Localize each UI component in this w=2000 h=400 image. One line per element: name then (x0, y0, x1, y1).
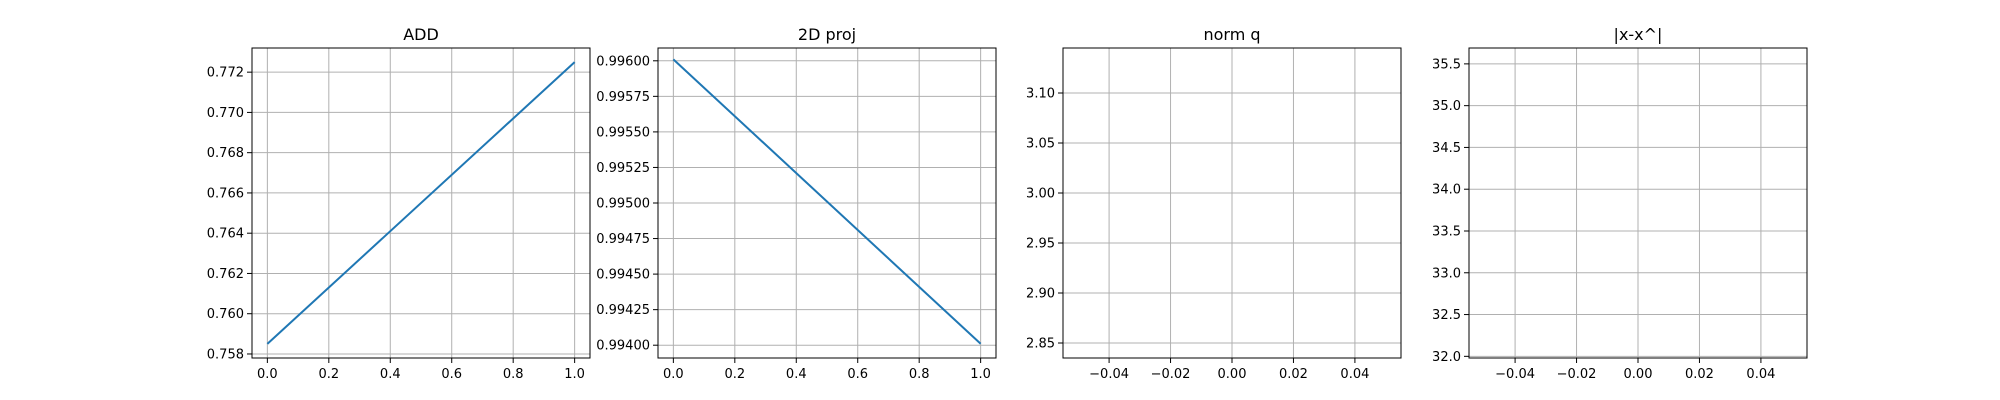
chart-title: 2D proj (798, 25, 856, 44)
x-tick-label: 0.02 (1279, 367, 1308, 382)
y-tick-label: 0.764 (207, 227, 244, 242)
chart-panel-1: 0.0 0.2 0.4 0.6 0.8 1.0 0.758 0.760 0.762 0.764 0.… (207, 25, 591, 382)
x-tick-label: 1.0 (970, 367, 991, 382)
chart-title: norm q (1203, 25, 1260, 44)
y-tick-label: 33.5 (1432, 224, 1461, 239)
x-tick-label: 0.8 (503, 367, 524, 382)
x-tick-label: 0.8 (909, 367, 930, 382)
x-tick-label: −0.04 (1089, 367, 1129, 382)
y-tick-label: 0.99575 (596, 90, 650, 105)
y-tick-label: 0.99475 (596, 232, 650, 247)
y-tick-label: 0.99400 (596, 339, 650, 354)
y-tick-label: 3.05 (1026, 137, 1055, 152)
x-tick-label: 0.6 (441, 367, 462, 382)
chart-title: |x-x^| (1614, 25, 1663, 44)
x-tick-label: 0.0 (257, 367, 278, 382)
y-tick-label: 0.762 (207, 267, 244, 282)
y-tick-label: 0.772 (207, 66, 244, 81)
y-tick-label: 3.00 (1026, 187, 1055, 202)
x-tick-label: 0.6 (847, 367, 868, 382)
y-tick-label: 0.99500 (596, 197, 650, 212)
chart-panel-3: −0.04 −0.02 0.00 0.02 0.04 2.85 2.90 2.95 3.00 3.… (1026, 25, 1402, 382)
y-tick-label: 34.5 (1432, 141, 1461, 156)
x-tick-label: 0.02 (1685, 367, 1714, 382)
y-tick-label: 0.768 (207, 146, 244, 161)
axes-frame (251, 47, 591, 359)
x-tick-label: 0.00 (1624, 367, 1653, 382)
x-tick-label: 0.04 (1746, 367, 1775, 382)
y-tick-label: 35.0 (1432, 99, 1461, 114)
y-tick-label: 0.770 (207, 106, 244, 121)
y-tick-label: 32.5 (1432, 308, 1461, 323)
series-line-1 (266, 61, 576, 345)
x-tick-label: 0.4 (380, 367, 401, 382)
y-tick-label: 32.0 (1432, 350, 1461, 365)
x-tick-label: 0.4 (786, 367, 807, 382)
chart-title: ADD (403, 25, 439, 44)
x-tick-label: 0.0 (663, 367, 684, 382)
x-tick-label: 0.04 (1340, 367, 1369, 382)
y-tick-label: 0.760 (207, 307, 244, 322)
x-tick-label: 0.00 (1218, 367, 1247, 382)
x-tick-label: 1.0 (564, 367, 585, 382)
x-tick-label: 0.2 (724, 367, 745, 382)
y-tick-label: 2.90 (1026, 287, 1055, 302)
chart-panel-2: 0.0 0.2 0.4 0.6 0.8 1.0 0.99400 0.99425 0.99450 0… (596, 25, 997, 382)
x-tick-label: 0.2 (318, 367, 339, 382)
y-tick-label: 0.766 (207, 186, 244, 201)
x-tick-label: −0.04 (1495, 367, 1535, 382)
y-tick-label: 35.5 (1432, 57, 1461, 72)
y-tick-label: 2.85 (1026, 337, 1055, 352)
y-tick-label: 0.99550 (596, 125, 650, 140)
chart-panel-4: −0.04 −0.02 0.00 0.02 0.04 32.0 32.5 33.0 33.5 34… (1432, 25, 1808, 382)
y-tick-label: 0.99525 (596, 161, 650, 176)
x-tick-label: −0.02 (1557, 367, 1597, 382)
y-tick-label: 3.10 (1026, 87, 1055, 102)
y-tick-label: 0.99450 (596, 268, 650, 283)
y-tick-label: 0.758 (207, 347, 244, 362)
y-tick-label: 0.99425 (596, 303, 650, 318)
y-tick-label: 34.0 (1432, 183, 1461, 198)
y-tick-label: 2.95 (1026, 237, 1055, 252)
x-tick-label: −0.02 (1151, 367, 1191, 382)
y-tick-label: 0.99600 (596, 54, 650, 69)
y-tick-label: 33.0 (1432, 266, 1461, 281)
series-line-1 (672, 58, 982, 345)
